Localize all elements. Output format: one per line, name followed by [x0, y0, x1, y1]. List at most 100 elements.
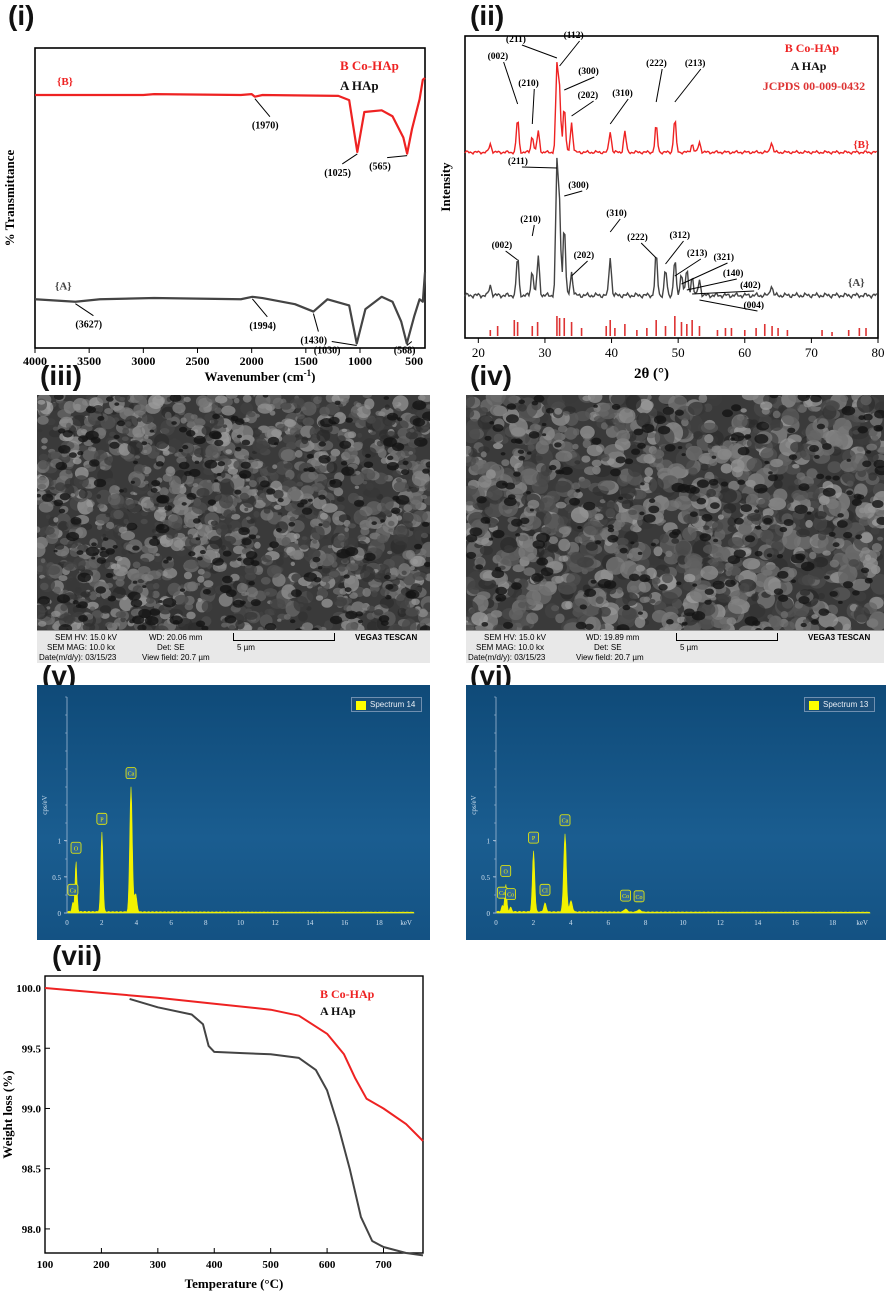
- hkl-arrow: [665, 240, 684, 265]
- series-tag: {B}: [57, 76, 73, 88]
- sem-hv: SEM HV: 15.0 kV: [484, 633, 546, 642]
- sem-grain: [121, 548, 128, 556]
- sem-pore: [658, 584, 668, 591]
- sem-grain: [119, 396, 126, 402]
- sem-grain: [298, 611, 308, 622]
- sem-grain: [113, 509, 124, 520]
- sem-grain: [102, 533, 107, 539]
- x-tick-label: 18: [376, 919, 384, 927]
- sem-grain: [148, 395, 164, 410]
- sem-grain: [395, 478, 402, 483]
- sem-pore: [851, 498, 862, 507]
- sem-grain: [622, 592, 639, 606]
- sem-grain: [364, 398, 375, 410]
- sem-pore: [790, 553, 805, 564]
- sem-pore: [857, 426, 868, 434]
- peak-label-text: O: [74, 846, 79, 852]
- sem-grain: [591, 465, 601, 475]
- sem-pore: [542, 433, 547, 437]
- peak-label-text: O: [504, 869, 509, 875]
- sem-pore: [422, 411, 430, 422]
- x-tick-label: 40: [605, 345, 618, 360]
- y-tick-label: 0: [487, 910, 491, 918]
- sem-grain: [748, 603, 766, 619]
- sem-pore: [788, 454, 798, 460]
- sem-pore: [238, 527, 250, 536]
- sem-pore: [317, 566, 323, 570]
- sem-grain: [612, 418, 619, 425]
- sem-grain: [259, 611, 264, 617]
- sem-grain: [745, 493, 759, 508]
- sem-grain: [797, 535, 814, 550]
- sem-pore: [58, 508, 66, 514]
- sem-pore: [568, 497, 581, 506]
- y-tick-label: 1: [487, 838, 491, 846]
- hkl-label: (310): [612, 88, 633, 99]
- sem-pore: [696, 479, 709, 488]
- sem-pore: [843, 531, 853, 539]
- sem-grain: [120, 616, 126, 623]
- sem-grain: [45, 514, 51, 520]
- sem-grain: [136, 417, 142, 422]
- sem-grain: [86, 477, 98, 489]
- sem-grain: [704, 434, 714, 444]
- sem-grain: [828, 500, 847, 517]
- sem-pore: [380, 519, 385, 523]
- sem-grain: [409, 527, 415, 532]
- sem-grain: [67, 540, 78, 549]
- x-tick-label: 6: [169, 919, 173, 927]
- sem-pore: [277, 497, 284, 503]
- sem-pore: [766, 553, 773, 558]
- sem-grain: [298, 535, 311, 550]
- sem-grain: [269, 598, 286, 609]
- sem-pore: [783, 518, 794, 527]
- sem-grain: [397, 607, 407, 618]
- sem-grain: [683, 573, 696, 583]
- sem-grain: [96, 455, 101, 460]
- sem-grain: [518, 534, 529, 542]
- sem-grain: [78, 445, 88, 452]
- sem-pore: [391, 507, 401, 514]
- sem-wd: WD: 19.89 mm: [586, 633, 640, 642]
- sem-grain: [792, 463, 800, 469]
- plot-frame: [464, 35, 879, 339]
- sem-grain: [523, 567, 536, 576]
- sem-grain: [81, 429, 88, 434]
- peak-label-co: Co: [505, 888, 516, 901]
- sem-grain: [582, 439, 591, 449]
- x-tick-label: 12: [717, 919, 725, 927]
- sem-grain: [233, 397, 240, 404]
- sem-grain: [818, 495, 830, 506]
- sem-pore: [188, 551, 196, 557]
- sem-pore: [696, 497, 707, 505]
- peak-label-o: O: [70, 841, 82, 854]
- sem-grain: [127, 440, 143, 455]
- sem-pore: [179, 426, 188, 433]
- sem-grain: [628, 509, 637, 515]
- panel-label-ii: (ii): [470, 0, 505, 31]
- sem-pore: [496, 597, 502, 602]
- sem-grain: [746, 457, 763, 472]
- series-tag: {A}: [848, 277, 865, 289]
- sem-grain: [253, 499, 266, 509]
- sem-pore: [363, 461, 374, 468]
- sem-pore: [105, 396, 114, 402]
- sem-grain: [221, 622, 228, 628]
- sem-pore: [126, 522, 138, 531]
- sem-pore: [53, 549, 58, 553]
- sem-mag: SEM MAG: 10.0 kx: [47, 643, 116, 652]
- y-tick-label: 0.5: [52, 874, 61, 882]
- sem-pore: [107, 595, 117, 602]
- sem-grain: [317, 396, 323, 401]
- hkl-label: (211): [506, 34, 526, 45]
- sem-pore: [653, 415, 667, 425]
- sem-grain: [405, 607, 420, 617]
- sem-grain: [243, 455, 250, 459]
- sem-grain: [38, 460, 49, 470]
- x-axis-label: Temperature (°C): [185, 1276, 284, 1291]
- peak-label-text: Cl: [542, 888, 548, 894]
- sem-grain: [294, 540, 299, 545]
- sem-grain: [659, 533, 670, 544]
- sem-grain: [616, 587, 623, 594]
- sem-grain: [122, 487, 128, 493]
